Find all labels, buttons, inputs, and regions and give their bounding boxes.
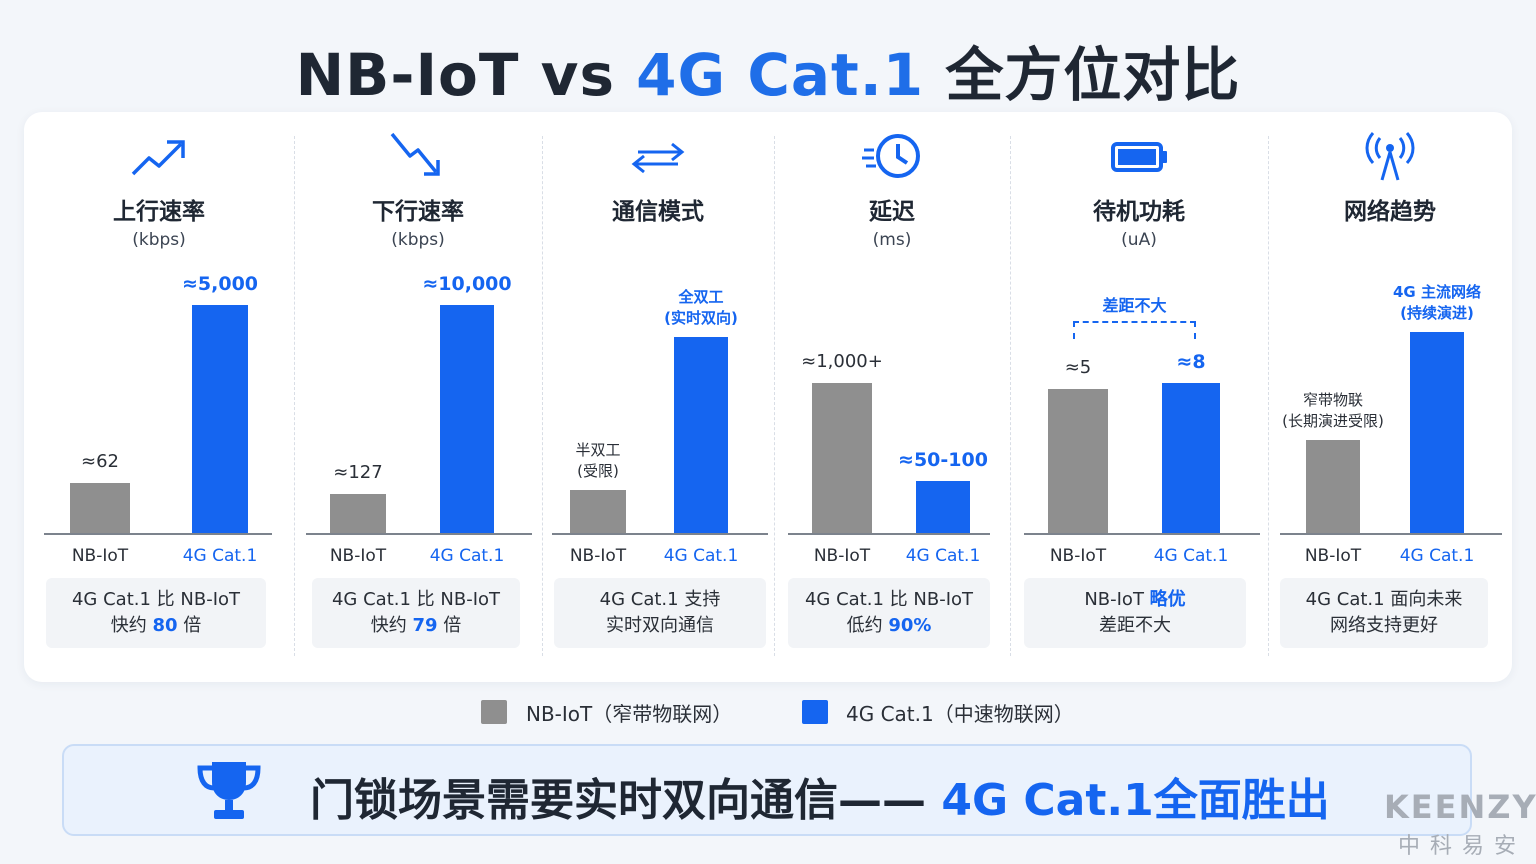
conclusion-text: 门锁场景需要实时双向通信—— 4G Cat.1全面胜出 xyxy=(310,775,1330,826)
trend-up-icon xyxy=(127,130,191,184)
gap-bracket-label: 差距不大 xyxy=(1102,296,1167,315)
chart-baseline xyxy=(788,533,990,535)
column-2: 下行速率 (kbps) ≈127 ≈10,000 NB-IoT 4G Cat.1 4G Ca… xyxy=(294,112,542,682)
x-label-4g-cat1: 4G Cat.1 xyxy=(663,546,739,566)
gap-bracket xyxy=(1073,321,1196,339)
column-separator xyxy=(774,136,775,656)
chart-baseline xyxy=(552,533,768,535)
battery-icon xyxy=(1107,130,1171,184)
value-label-nb-iot: ≈127 xyxy=(333,462,383,483)
x-label-4g-cat1: 4G Cat.1 xyxy=(429,546,505,566)
value-label-nb-iot: ≈62 xyxy=(81,451,119,472)
bar-4g-cat1 xyxy=(1410,332,1464,533)
chart-baseline xyxy=(44,533,272,535)
value-label-4g-cat1: ≈8 xyxy=(1176,351,1206,373)
chart-baseline xyxy=(1024,533,1260,535)
antenna-icon xyxy=(1358,130,1422,184)
bar-nb-iot xyxy=(812,383,872,533)
legend-swatch-nb xyxy=(481,700,507,724)
legend-swatch-cat xyxy=(802,700,828,724)
brand-name-en: KEENZY xyxy=(1384,788,1536,826)
bar-4g-cat1 xyxy=(192,305,248,533)
summary-note: 4G Cat.1 比 NB-IoT 快约 79 倍 xyxy=(312,578,520,648)
comparison-panel: 上行速率 (kbps) ≈62 ≈5,000 NB-IoT 4G Cat.1 4G Cat.… xyxy=(24,112,1512,682)
column-4: 延迟 (ms) ≈1,000+ ≈50-100 NB-IoT 4G Cat.1 4G Cat… xyxy=(774,112,1010,682)
column-separator xyxy=(1010,136,1011,656)
column-1: 上行速率 (kbps) ≈62 ≈5,000 NB-IoT 4G Cat.1 4G Cat.… xyxy=(24,112,294,682)
value-label-4g-cat1: 全双工 (实时双向) xyxy=(664,288,738,327)
value-label-nb-iot: ≈1,000+ xyxy=(801,351,883,372)
column-separator xyxy=(1268,136,1269,656)
summary-note: 4G Cat.1 支持 实时双向通信 xyxy=(554,578,766,648)
column-unit: (kbps) xyxy=(132,230,186,250)
chart-baseline xyxy=(1280,533,1502,535)
bar-nb-iot xyxy=(70,483,130,533)
bar-4g-cat1 xyxy=(916,481,970,533)
x-label-4g-cat1: 4G Cat.1 xyxy=(905,546,981,566)
bar-nb-iot xyxy=(570,490,626,533)
value-label-4g-cat1: 4G 主流网络 (持续演进) xyxy=(1393,283,1481,322)
column-separator xyxy=(542,136,543,656)
bar-nb-iot xyxy=(1306,440,1360,533)
legend-label-cat: 4G Cat.1（中速物联网） xyxy=(846,702,1074,726)
value-label-nb-iot: ≈5 xyxy=(1064,357,1092,378)
x-label-4g-cat1: 4G Cat.1 xyxy=(1399,546,1475,566)
bar-4g-cat1 xyxy=(440,305,494,533)
clock-icon xyxy=(860,130,924,184)
bar-nb-iot xyxy=(1048,389,1108,533)
column-unit: (ms) xyxy=(872,230,912,250)
value-label-4g-cat1: ≈10,000 xyxy=(422,273,512,295)
value-label-4g-cat1: ≈50-100 xyxy=(898,449,988,471)
x-label-4g-cat1: 4G Cat.1 xyxy=(1153,546,1229,566)
brand-logo: KEENZY 中科易安 xyxy=(1384,788,1536,860)
chart-baseline xyxy=(306,533,532,535)
column-title: 下行速率 xyxy=(372,199,464,225)
summary-note: NB-IoT 略优 差距不大 xyxy=(1024,578,1246,648)
x-label-4g-cat1: 4G Cat.1 xyxy=(182,546,258,566)
column-3: 通信模式半双工 (受限) 全双工 (实时双向) NB-IoT 4G Cat.1 4G Cat… xyxy=(542,112,774,682)
column-6: 网络趋势窄带物联 (长期演进受限) 4G 主流网络 (持续演进) NB-IoT 4G Ca… xyxy=(1268,112,1512,682)
x-label-nb-iot: NB-IoT xyxy=(569,546,627,566)
column-title: 待机功耗 xyxy=(1093,199,1185,225)
column-title: 延迟 xyxy=(869,199,915,225)
bar-4g-cat1 xyxy=(674,337,728,533)
page-title: NB-IoT vs 4G Cat.1 全方位对比 xyxy=(295,41,1241,109)
bar-nb-iot xyxy=(330,494,386,533)
column-title: 网络趋势 xyxy=(1344,199,1436,225)
chart-legend: NB-IoT（窄带物联网） 4G Cat.1（中速物联网） xyxy=(0,698,1536,728)
column-title: 通信模式 xyxy=(612,199,704,225)
x-label-nb-iot: NB-IoT xyxy=(329,546,387,566)
value-label-nb-iot: 半双工 (受限) xyxy=(575,441,621,480)
column-title: 上行速率 xyxy=(113,199,205,225)
column-unit: (kbps) xyxy=(391,230,445,250)
x-label-nb-iot: NB-IoT xyxy=(71,546,129,566)
trend-down-icon xyxy=(386,130,450,184)
x-label-nb-iot: NB-IoT xyxy=(1304,546,1362,566)
bar-4g-cat1 xyxy=(1162,383,1220,533)
legend-label-nb: NB-IoT（窄带物联网） xyxy=(526,702,733,726)
summary-note: 4G Cat.1 面向未来 网络支持更好 xyxy=(1280,578,1488,648)
value-label-4g-cat1: ≈5,000 xyxy=(181,273,259,295)
conclusion-banner: 门锁场景需要实时双向通信—— 4G Cat.1全面胜出 xyxy=(62,744,1472,836)
column-5: 待机功耗 (uA) 差距不大 ≈5 ≈8 NB-IoT 4G Cat.1 NB-IoT 略优差… xyxy=(1010,112,1268,682)
trophy-icon xyxy=(197,762,261,819)
bidirectional-arrows-icon xyxy=(626,130,690,184)
x-label-nb-iot: NB-IoT xyxy=(1049,546,1107,566)
x-label-nb-iot: NB-IoT xyxy=(813,546,871,566)
summary-note: 4G Cat.1 比 NB-IoT 快约 80 倍 xyxy=(46,578,266,648)
brand-name-cn: 中科易安 xyxy=(1398,834,1527,859)
column-unit: (uA) xyxy=(1121,230,1157,250)
column-separator xyxy=(294,136,295,656)
value-label-nb-iot: 窄带物联 (长期演进受限) xyxy=(1282,391,1384,430)
summary-note: 4G Cat.1 比 NB-IoT 低约 90% xyxy=(788,578,990,648)
